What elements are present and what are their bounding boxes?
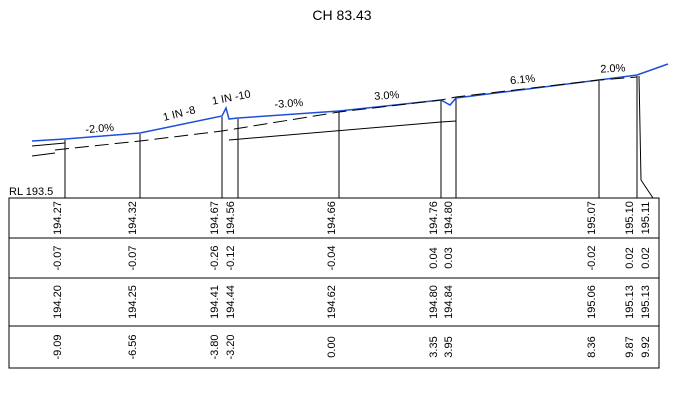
table-cell-value: 194.84 <box>443 285 455 319</box>
grade-label: -3.0% <box>274 97 304 111</box>
table-cell-value: 194.76 <box>428 201 440 235</box>
table-cell-value: 195.13 <box>624 285 636 319</box>
table-cell-value: -0.26 <box>209 245 221 270</box>
table-cell-value: 3.35 <box>428 336 440 357</box>
table-values: 194.27 194.32 194.67 194.56 194.66 194.76 194.… <box>52 201 652 359</box>
table-cell-value: 195.13 <box>640 285 652 319</box>
table-cell-value: 194.25 <box>127 285 139 319</box>
table-cell-value: 0.00 <box>326 336 338 357</box>
table-cell-value: 0.02 <box>624 247 636 268</box>
chart-title: CH 83.43 <box>312 7 371 23</box>
table-cell-value: 194.27 <box>52 201 64 235</box>
grade-label: 1 IN -10 <box>211 88 252 107</box>
table-cell-value: 3.95 <box>443 336 455 357</box>
table-cell-value: 194.62 <box>326 285 338 319</box>
grade-label: 2.0% <box>600 62 626 75</box>
table-cell-value: -3.80 <box>209 334 221 359</box>
table-cell-value: 195.11 <box>640 202 652 235</box>
table-cell-value: 194.80 <box>443 201 455 235</box>
table-cell-value: -6.56 <box>127 334 139 359</box>
table-cell-value: 194.32 <box>127 201 139 235</box>
table-cell-value: 194.67 <box>209 201 221 235</box>
datum-label: RL 193.5 <box>9 186 53 198</box>
grade-label: 3.0% <box>374 89 400 103</box>
table-cell-value: -0.04 <box>326 245 338 270</box>
table-cell-value: -3.20 <box>225 334 237 359</box>
table-cell-value: 9.87 <box>624 336 636 357</box>
data-table-frame <box>8 197 660 369</box>
grade-label: 1 IN -8 <box>162 104 197 124</box>
table-cell-value: 9.92 <box>640 336 652 357</box>
grade-label: -2.0% <box>85 122 115 136</box>
grade-label: 6.1% <box>510 73 536 88</box>
existing-surface-line <box>54 76 638 151</box>
table-cell-value: 8.36 <box>586 336 598 357</box>
table-cell-value: 194.80 <box>428 285 440 319</box>
table-cell-value: -9.09 <box>52 334 64 359</box>
table-cell-value: 195.07 <box>586 201 598 235</box>
left-layer-line <box>31 142 66 147</box>
table-cell-value: 194.44 <box>225 285 237 319</box>
table-cell-value: -0.02 <box>586 245 598 270</box>
table-cell-value: -0.07 <box>127 245 139 270</box>
table-cell-value: 0.02 <box>640 247 652 268</box>
table-cell-value: 0.04 <box>428 247 440 268</box>
table-cell-value: -0.12 <box>225 245 237 270</box>
batter-line <box>638 75 654 199</box>
table-cell-value: 195.06 <box>586 285 598 319</box>
table-cell-value: 0.03 <box>443 247 455 268</box>
table-cell-value: 194.20 <box>52 285 64 319</box>
table-cell-value: 195.10 <box>624 201 636 235</box>
left-layer-line <box>31 152 56 157</box>
table-cell-value: -0.07 <box>52 245 64 270</box>
table-cell-value: 194.56 <box>225 201 237 235</box>
table-cell-value: 194.41 <box>209 285 221 319</box>
table-cell-value: 194.66 <box>326 201 338 235</box>
